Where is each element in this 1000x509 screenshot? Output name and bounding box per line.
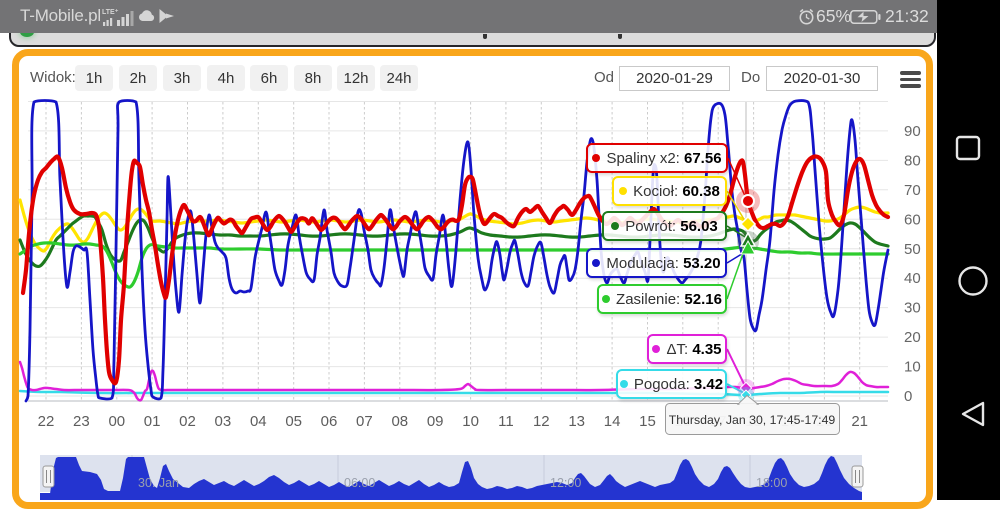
svg-text:05: 05	[285, 413, 302, 430]
svg-text:15: 15	[639, 413, 656, 430]
svg-text:06: 06	[321, 413, 338, 430]
svg-text:02: 02	[179, 413, 196, 430]
svg-text:0: 0	[904, 388, 912, 405]
svg-text:07: 07	[356, 413, 373, 430]
svg-text:12:00: 12:00	[550, 476, 581, 490]
svg-text:14: 14	[604, 413, 621, 430]
svg-text:80: 80	[904, 152, 921, 169]
svg-text:10: 10	[904, 359, 921, 376]
svg-text:50: 50	[904, 241, 921, 258]
svg-text:30. Jan: 30. Jan	[138, 476, 179, 490]
svg-text:23: 23	[73, 413, 90, 430]
svg-text:LTE⁺: LTE⁺	[102, 9, 119, 16]
svg-text:09: 09	[427, 413, 444, 430]
svg-text:08: 08	[391, 413, 408, 430]
svg-text:20: 20	[904, 329, 921, 346]
svg-text:10: 10	[462, 413, 479, 430]
svg-text:70: 70	[904, 182, 921, 199]
svg-text:03: 03	[215, 413, 232, 430]
svg-text:12: 12	[533, 413, 550, 430]
svg-text:13: 13	[568, 413, 585, 430]
svg-text:40: 40	[904, 270, 921, 287]
svg-text:60: 60	[904, 211, 921, 228]
svg-text:00: 00	[108, 413, 125, 430]
svg-text:01: 01	[144, 413, 161, 430]
svg-text:04: 04	[250, 413, 267, 430]
svg-text:21: 21	[851, 413, 868, 430]
svg-text:Thursday, Jan 30, 17:45-17:49: Thursday, Jan 30, 17:45-17:49	[669, 413, 836, 427]
svg-text:90: 90	[904, 123, 921, 140]
svg-text:18:00: 18:00	[756, 476, 787, 490]
svg-text:30: 30	[904, 300, 921, 317]
svg-text:06:00: 06:00	[344, 476, 375, 490]
svg-text:11: 11	[498, 413, 514, 430]
svg-text:22: 22	[38, 413, 55, 430]
